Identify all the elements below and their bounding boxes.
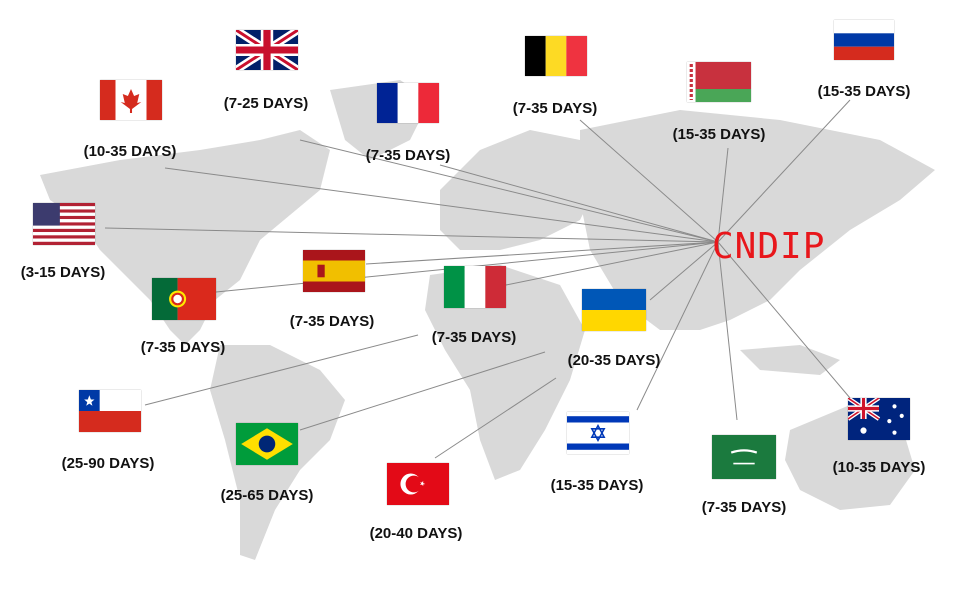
flag-italy-icon	[444, 266, 506, 308]
route-line-turkey	[434, 377, 557, 459]
flag-saudi-arabia-icon	[712, 435, 776, 479]
delivery-time-ukraine: (20-35 DAYS)	[567, 352, 661, 369]
delivery-time-chile: (25-90 DAYS)	[61, 455, 155, 472]
route-line-belgium	[579, 119, 719, 243]
flag-chile-icon	[79, 390, 141, 432]
route-line-russia	[717, 99, 851, 243]
route-line-israel	[636, 241, 719, 411]
route-line-saudi-arabia	[717, 241, 738, 421]
flag-france-icon	[377, 83, 439, 123]
delivery-time-russia: (15-35 DAYS)	[817, 83, 911, 100]
delivery-time-australia: (10-35 DAYS)	[832, 459, 926, 476]
flag-australia-icon	[848, 398, 910, 440]
indonesia	[740, 345, 840, 375]
flag-spain-icon	[303, 250, 365, 292]
route-line-uk	[299, 139, 719, 243]
hub-label: CNDIP	[712, 226, 826, 267]
route-line-brazil	[299, 351, 546, 431]
delivery-time-saudi-arabia: (7-35 DAYS)	[701, 499, 787, 516]
delivery-time-portugal: (7-35 DAYS)	[140, 339, 226, 356]
delivery-time-usa: (3-15 DAYS)	[20, 264, 106, 281]
north-america	[40, 130, 330, 345]
flag-canada-icon	[100, 80, 162, 120]
flag-russia-icon	[834, 20, 894, 60]
delivery-time-brazil: (25-65 DAYS)	[220, 487, 314, 504]
route-line-france	[439, 164, 719, 243]
flag-turkey-icon	[387, 463, 449, 505]
delivery-time-canada: (10-35 DAYS)	[83, 143, 177, 160]
route-line-spain	[365, 241, 719, 265]
flag-portugal-icon	[152, 278, 216, 320]
flag-belarus-icon	[687, 62, 751, 102]
route-line-ukraine	[649, 241, 719, 301]
route-line-italy	[505, 241, 719, 286]
flag-brazil-icon	[236, 423, 298, 465]
delivery-time-france: (7-35 DAYS)	[365, 147, 451, 164]
europe	[440, 130, 600, 250]
delivery-time-belgium: (7-35 DAYS)	[512, 100, 598, 117]
flag-ukraine-icon	[582, 289, 646, 331]
flag-usa-icon	[33, 203, 95, 245]
delivery-time-spain: (7-35 DAYS)	[289, 313, 375, 330]
flag-uk-icon	[236, 30, 298, 70]
delivery-time-belarus: (15-35 DAYS)	[672, 126, 766, 143]
delivery-time-israel: (15-35 DAYS)	[550, 477, 644, 494]
route-line-belarus	[717, 147, 729, 243]
route-line-chile	[144, 334, 419, 406]
delivery-time-uk: (7-25 DAYS)	[223, 95, 309, 112]
africa	[425, 265, 585, 480]
route-line-usa	[104, 227, 719, 243]
asia	[580, 110, 935, 330]
flag-belgium-icon	[525, 36, 587, 76]
route-line-australia	[717, 241, 851, 399]
route-line-canada	[164, 167, 719, 243]
flag-israel-icon	[567, 412, 629, 454]
delivery-time-italy: (7-35 DAYS)	[431, 329, 517, 346]
delivery-time-turkey: (20-40 DAYS)	[369, 525, 463, 542]
